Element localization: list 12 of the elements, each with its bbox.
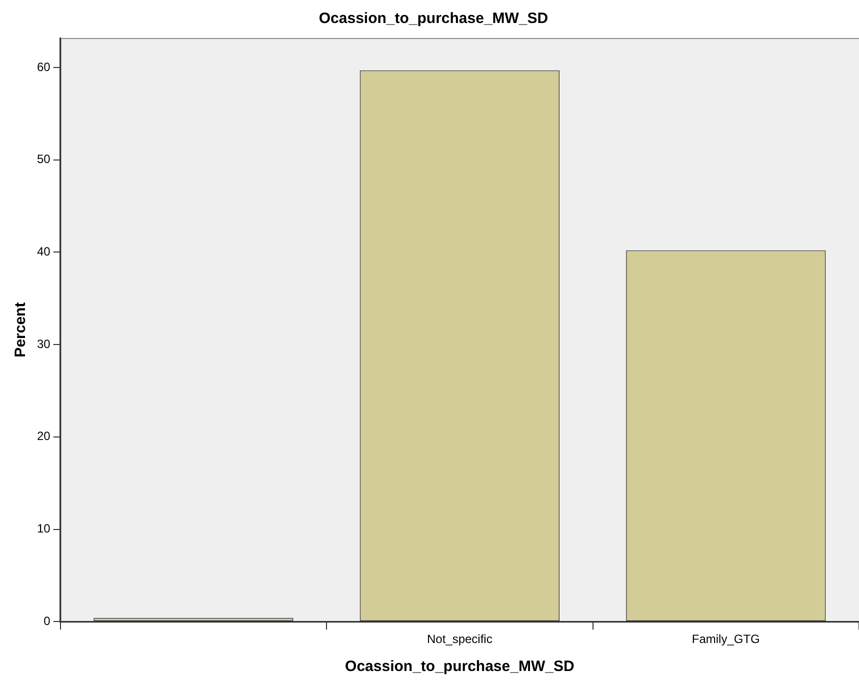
y-tick-label: 60 — [36, 60, 51, 74]
y-tick-label: 50 — [36, 152, 51, 166]
x-tick-label: Not_specific — [426, 632, 492, 646]
x-axis-title: Ocassion_to_purchase_MW_SD — [345, 658, 574, 676]
y-tick-label: 0 — [44, 614, 51, 628]
y-tick-label: 20 — [36, 429, 51, 444]
y-axis-title: Percent — [12, 302, 30, 358]
y-tick-label: 40 — [36, 244, 51, 259]
y-tick-label: 10 — [36, 522, 51, 536]
chart-title: Ocassion_to_purchase_MW_SD — [318, 10, 548, 28]
y-tick-label: 30 — [36, 336, 51, 351]
x-tick-label: Family_GTG — [692, 632, 760, 646]
